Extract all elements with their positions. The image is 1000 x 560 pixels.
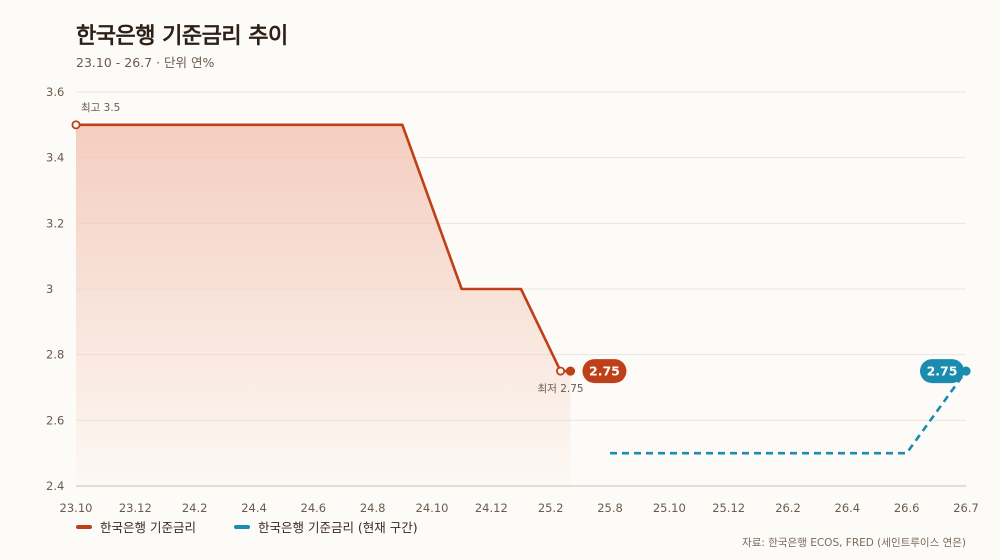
end-value-pill (920, 359, 964, 384)
max-annotation: 최고 3.5 (81, 102, 120, 114)
x-tick-label: 26.7 (953, 501, 979, 515)
source-note: 자료: 한국은행 ECOS, FRED (세인트루이스 연은) (742, 537, 966, 549)
y-tick-label: 3.2 (46, 216, 64, 230)
y-tick-label: 2.4 (46, 479, 64, 493)
y-tick-label: 3.6 (46, 85, 64, 99)
y-tick-label: 3.4 (46, 151, 64, 165)
end-value-pill (582, 359, 627, 384)
series-line-current (610, 370, 968, 455)
y-tick-label: 2.8 (46, 348, 64, 362)
legend: 한국은행 기준금리 한국은행 기준금리 (현재 구간) (76, 517, 418, 536)
x-tick-label: 26.4 (835, 501, 861, 515)
max-marker (71, 120, 81, 130)
y-tick-label: 3 (46, 282, 53, 296)
x-tick-label: 23.10 (60, 501, 93, 515)
end-value-label: 2.75 (589, 364, 620, 379)
legend-swatch-current (233, 524, 250, 529)
x-tick-label: 24.2 (182, 501, 208, 515)
min-marker (556, 366, 566, 376)
x-tick-label: 25.10 (653, 501, 686, 515)
x-tick-label: 26.6 (894, 501, 920, 515)
x-tick-label: 24.8 (360, 501, 386, 515)
legend-label-main: 한국은행 기준금리 (100, 520, 196, 535)
end-value-label: 2.75 (927, 364, 958, 379)
x-tick-label: 24.12 (475, 501, 508, 515)
chart-subtitle: 23.10 - 26.7 · 단위 연% (76, 55, 215, 70)
x-tick-label: 25.2 (538, 501, 564, 515)
series-area-fill (76, 124, 571, 486)
x-tick-label: 24.6 (301, 501, 327, 515)
legend-item-current: 한국은행 기준금리 (현재 구간) (233, 517, 418, 536)
end-point-dot (565, 366, 576, 376)
label-layer: 2.4 2.6 2.8 3 3.2 3.4 3.6 23.10 23.12 24.2 24.4 24.… (46, 85, 979, 515)
x-tick-label: 25.8 (597, 501, 623, 515)
x-tick-label: 24.10 (416, 501, 449, 515)
legend-label-current: 한국은행 기준금리 (현재 구간) (257, 520, 418, 535)
x-tick-label: 24.4 (241, 501, 267, 515)
x-tick-label: 26.2 (775, 501, 801, 515)
x-tick-label: 25.12 (712, 501, 745, 515)
legend-item-main: 한국은행 기준금리 (76, 517, 196, 536)
x-tick-label: 23.12 (119, 501, 152, 515)
chart-title: 한국은행 기준금리 추이 (76, 24, 288, 49)
legend-swatch-main (76, 524, 92, 529)
area-layer (76, 124, 571, 486)
y-tick-label: 2.6 (46, 413, 64, 427)
min-annotation: 최저 2.75 (538, 383, 584, 395)
